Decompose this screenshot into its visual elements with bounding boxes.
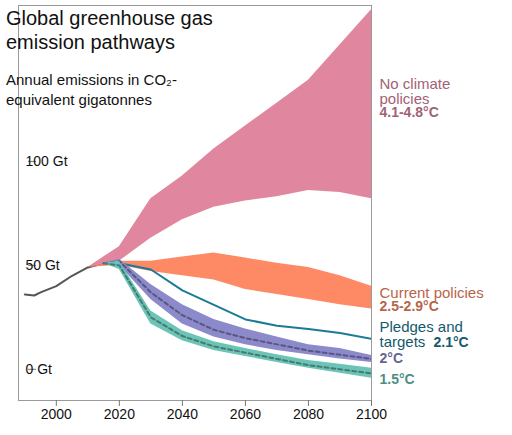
svg-text:2020: 2020 (104, 406, 135, 422)
html-text:Annual emissions in CO₂-equiva: Annual emissions in CO₂-equivalent gigat… (6, 71, 177, 108)
svg-text:2080: 2080 (293, 406, 324, 422)
svg-text:2060: 2060 (230, 406, 261, 422)
svg-text:1.5°C: 1.5°C (380, 371, 415, 387)
svg-text:No climatepolicies: No climatepolicies (380, 75, 451, 107)
html-text:targets: targets (379, 332, 426, 350)
svg-text:2040: 2040 (167, 406, 198, 422)
html-text:Pledges and: Pledges and (379, 317, 463, 335)
svg-text:50 Gt: 50 Gt (26, 257, 60, 273)
svg-text:Current policies: Current policies (379, 283, 484, 301)
svg-text:4.1-4.8°C: 4.1-4.8°C (380, 104, 439, 120)
svg-text:2100: 2100 (356, 406, 387, 422)
svg-text:2.1°C: 2.1°C (434, 334, 469, 350)
svg-text:2.5-2.9°C: 2.5-2.9°C (380, 298, 439, 314)
html-text:Global greenhouse gas emission: Global greenhouse gas emission pathways (6, 7, 213, 53)
svg-text:2000: 2000 (41, 406, 72, 422)
svg-text:0 Gt: 0 Gt (26, 361, 53, 377)
svg-text:100 Gt: 100 Gt (26, 153, 68, 169)
svg-text:2°C: 2°C (380, 350, 404, 366)
